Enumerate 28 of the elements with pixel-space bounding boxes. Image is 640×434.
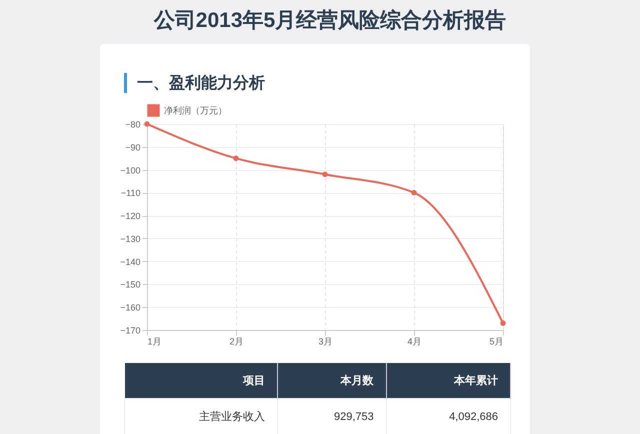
- point: [233, 156, 239, 162]
- point: [411, 190, 417, 196]
- chart-subtitle: 一、盈利能力分析: [136, 74, 265, 94]
- y-tick-label: −150: [120, 280, 140, 290]
- y-tick-label: −110: [120, 188, 140, 198]
- y-tick-label: −160: [120, 302, 140, 313]
- text: 4,092,686: [386, 398, 510, 434]
- point: [322, 172, 328, 178]
- text: 项目: [124, 363, 278, 398]
- y-tick-label: −120: [120, 211, 140, 222]
- y-tick-label: −90: [125, 142, 140, 152]
- x-tick-label: 3月: [318, 336, 333, 346]
- x-tick-label: 1月: [148, 336, 162, 346]
- y-tick-label: −100: [120, 165, 140, 176]
- y-tick-label: −130: [120, 234, 140, 244]
- x-tick-label: 5月: [489, 336, 504, 346]
- text: 本年累计: [386, 363, 510, 398]
- legend-label: 净利润（万元）: [164, 106, 227, 116]
- text: 主营业务收入: [124, 398, 278, 434]
- y-tick-label: −140: [120, 256, 140, 267]
- y-tick-label: −170: [120, 326, 140, 336]
- point: [500, 320, 506, 326]
- y-tick-label: −80: [125, 120, 140, 130]
- text: 本月数: [277, 363, 386, 398]
- x-tick-label: 2月: [229, 336, 244, 346]
- chart-title: 公司2013年5月经营风险综合分析报告: [152, 8, 508, 34]
- x-tick-label: 4月: [407, 336, 422, 346]
- text: 929,753: [277, 398, 386, 434]
